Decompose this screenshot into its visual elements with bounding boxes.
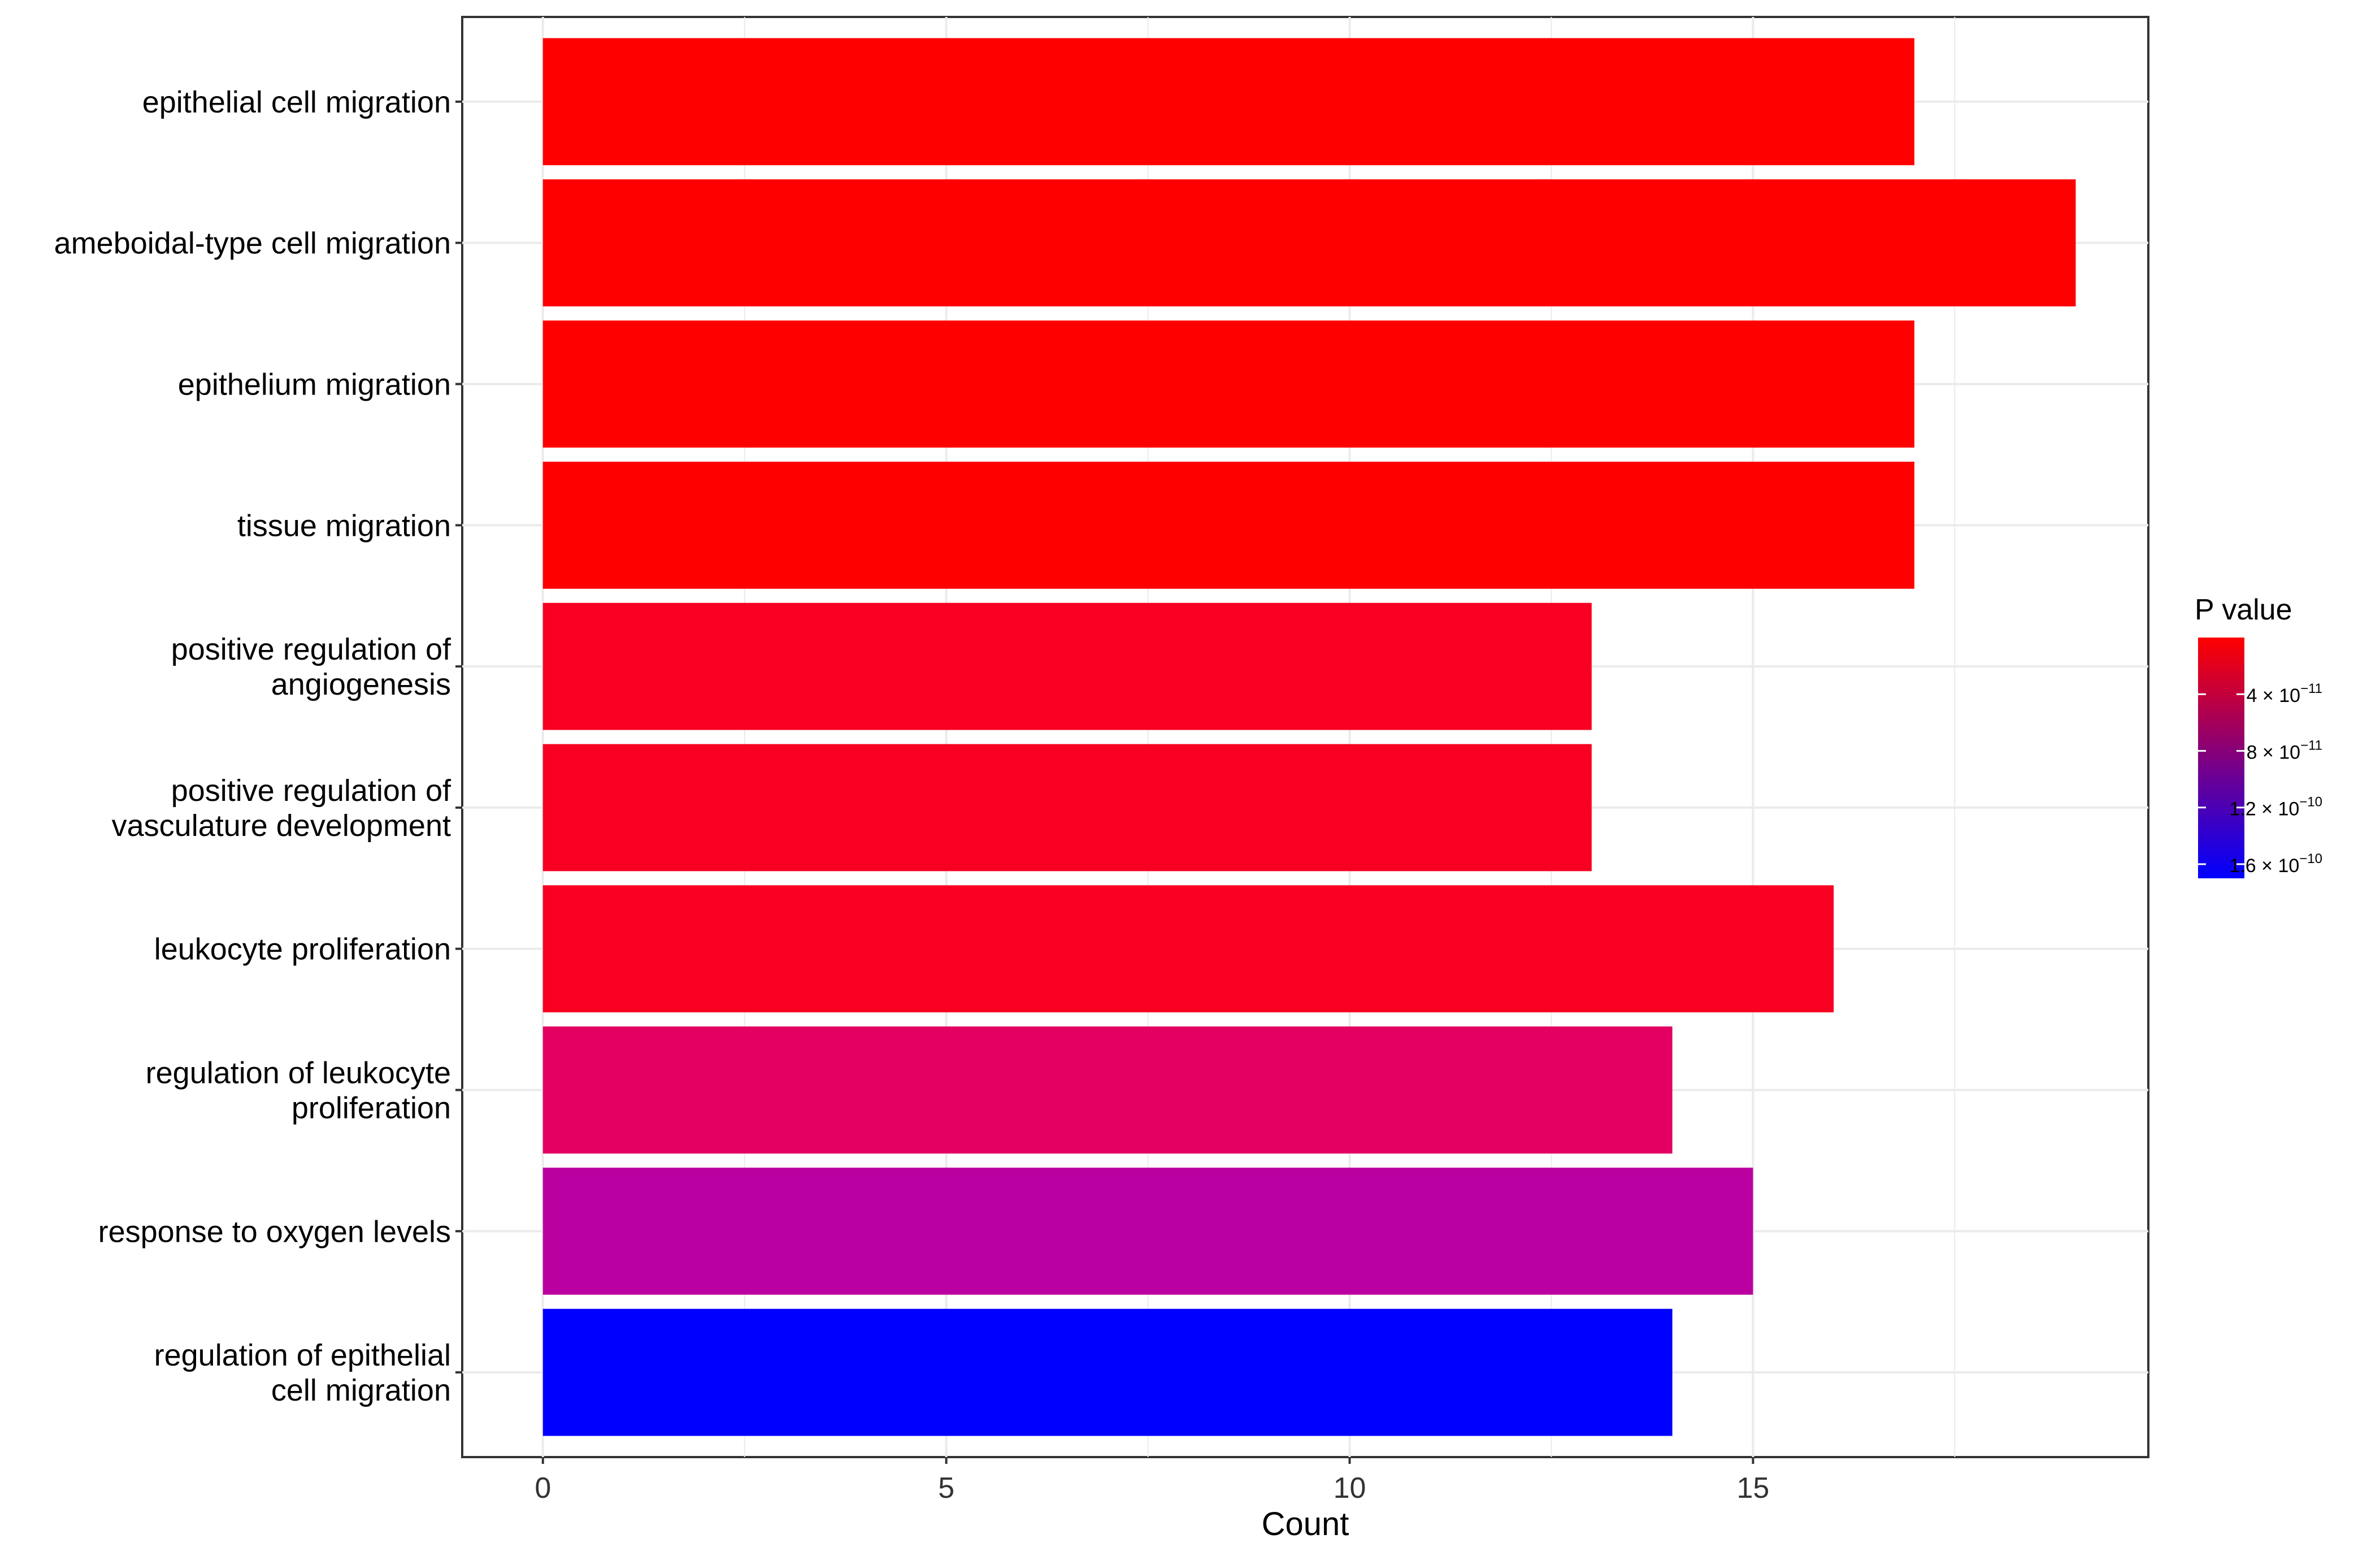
bar-9 — [542, 1167, 1753, 1295]
legend-tick-label: 8 × 10−11 — [2247, 738, 2322, 763]
category-label: regulation of leukocyte proliferation — [146, 1056, 451, 1125]
bar-4 — [542, 461, 1914, 589]
category-label: regulation of epithelial cell migration — [154, 1338, 451, 1407]
legend-title: P value — [2195, 593, 2292, 626]
x-axis-title: Count — [1262, 1506, 1349, 1542]
legend-colorbar — [2198, 638, 2244, 878]
bar-6 — [542, 744, 1592, 872]
category-label: epithelial cell migration — [142, 85, 451, 119]
x-tick-label: 0 — [535, 1472, 551, 1505]
category-label: epithelium migration — [178, 367, 451, 401]
x-tick-label: 15 — [1736, 1472, 1769, 1505]
bar-1 — [542, 38, 1914, 166]
legend-tick-label: 1.2 × 10−10 — [2229, 795, 2322, 820]
x-axis: 0 5 10 15 — [535, 1457, 1769, 1505]
legend-tick-label: 1.6 × 10−10 — [2229, 851, 2322, 877]
legend-ticks: 4 × 10−11 8 × 10−11 1.2 × 10−10 1.6 × 10−10 — [2198, 681, 2322, 877]
category-label: tissue migration — [237, 509, 451, 543]
category-label: positive regulation of angiogenesis — [171, 632, 451, 701]
x-tick-label: 10 — [1334, 1472, 1366, 1505]
bar-5 — [542, 603, 1592, 730]
category-label: positive regulation of vasculature develo… — [112, 774, 451, 843]
bar-2 — [542, 179, 2076, 307]
y-axis: epithelial cell migration ameboidal-type … — [54, 85, 462, 1407]
category-label: ameboidal-type cell migration — [54, 227, 451, 261]
bar-10 — [542, 1308, 1673, 1436]
category-label: response to oxygen levels — [98, 1215, 451, 1249]
legend-tick-label: 4 × 10−11 — [2247, 681, 2322, 707]
category-label: leukocyte proliferation — [154, 933, 451, 966]
bar-8 — [542, 1026, 1673, 1154]
bar-7 — [542, 885, 1834, 1013]
bars — [542, 38, 2076, 1436]
x-tick-label: 5 — [938, 1472, 954, 1505]
bar-3 — [542, 320, 1914, 448]
legend: P value 4 × 10−11 8 × 10−11 1.2 × 10−10 1.6… — [2195, 593, 2322, 878]
